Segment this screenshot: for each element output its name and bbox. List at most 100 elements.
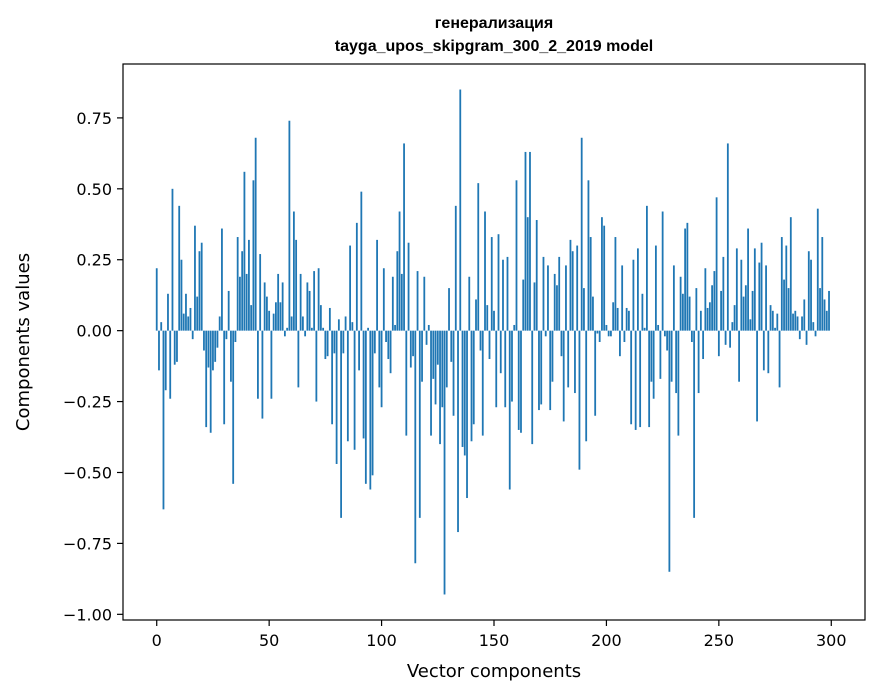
bar — [659, 330, 662, 379]
bar — [436, 330, 439, 365]
bar — [158, 330, 160, 371]
bar — [760, 242, 763, 331]
bar — [762, 330, 765, 371]
bar — [394, 324, 396, 331]
bar — [729, 330, 731, 348]
bar — [268, 310, 271, 331]
bar — [774, 327, 776, 331]
bar — [576, 245, 579, 331]
bar — [778, 330, 781, 388]
bar — [371, 330, 374, 476]
bar — [427, 324, 430, 331]
bar — [780, 237, 783, 331]
bar — [369, 330, 372, 490]
bar — [520, 330, 522, 433]
bar — [288, 120, 291, 331]
bar — [221, 228, 223, 331]
bar — [239, 276, 241, 331]
y-tick-label: 0.25 — [76, 251, 112, 270]
bar — [333, 330, 336, 354]
bar — [726, 143, 729, 331]
bar — [693, 330, 696, 518]
bar — [767, 330, 770, 374]
bar — [717, 330, 720, 357]
bar — [290, 316, 293, 331]
bar — [738, 330, 740, 382]
bar — [337, 319, 340, 331]
bar — [812, 322, 815, 331]
bar — [380, 330, 383, 408]
y-tick-label: 0.50 — [76, 180, 112, 199]
bar — [218, 316, 221, 331]
bar — [814, 330, 817, 337]
bar — [373, 330, 376, 354]
bar — [306, 282, 309, 331]
bar — [270, 330, 273, 399]
bar — [758, 262, 761, 331]
bar — [382, 268, 385, 331]
bar — [668, 330, 671, 572]
bar — [533, 282, 536, 331]
bar — [598, 330, 601, 342]
bar — [173, 330, 176, 365]
x-axis-ticks: 0 50 100 150 200 250 300 — [152, 620, 847, 650]
bar — [690, 330, 693, 342]
bar — [250, 305, 253, 331]
bar — [672, 265, 675, 331]
bar — [670, 330, 673, 382]
bar — [596, 330, 599, 334]
bar — [162, 330, 165, 510]
bar — [585, 330, 588, 442]
bar — [227, 290, 230, 331]
bar — [196, 296, 199, 331]
bar — [313, 271, 316, 331]
bar — [304, 330, 307, 337]
bar — [259, 254, 262, 331]
bar — [807, 251, 810, 331]
bar — [216, 330, 219, 348]
bar — [650, 330, 653, 382]
x-tick-label: 250 — [704, 631, 735, 650]
bar — [796, 316, 799, 331]
bar — [349, 245, 351, 331]
bar — [324, 330, 327, 360]
bar — [731, 322, 734, 331]
bar — [326, 330, 329, 357]
bar — [702, 330, 705, 360]
bar — [612, 302, 615, 331]
bar — [704, 268, 707, 331]
bar — [385, 330, 387, 342]
bar — [378, 330, 381, 388]
bar — [819, 288, 821, 331]
bar — [481, 330, 484, 436]
bar — [169, 330, 172, 399]
bar — [412, 330, 414, 357]
bar — [344, 316, 347, 331]
bar — [634, 330, 637, 430]
bar — [376, 239, 378, 331]
bar — [414, 330, 417, 564]
bar — [785, 245, 788, 331]
bar — [272, 313, 275, 331]
bar — [443, 330, 446, 595]
bar — [423, 276, 426, 331]
bar — [266, 296, 268, 331]
bar — [643, 327, 646, 331]
bar — [787, 288, 790, 331]
bar — [450, 330, 453, 362]
bar — [526, 217, 529, 331]
bar — [243, 171, 246, 331]
bar — [688, 296, 691, 331]
bar — [470, 330, 473, 442]
bar — [666, 330, 669, 351]
bar — [697, 330, 700, 394]
bar — [684, 228, 687, 331]
bar — [776, 313, 779, 331]
bar — [637, 248, 639, 331]
bar — [297, 330, 300, 388]
bar — [454, 205, 457, 331]
x-tick-label: 150 — [479, 631, 510, 650]
bar — [486, 305, 489, 331]
bar — [275, 302, 277, 331]
bar — [389, 330, 392, 374]
